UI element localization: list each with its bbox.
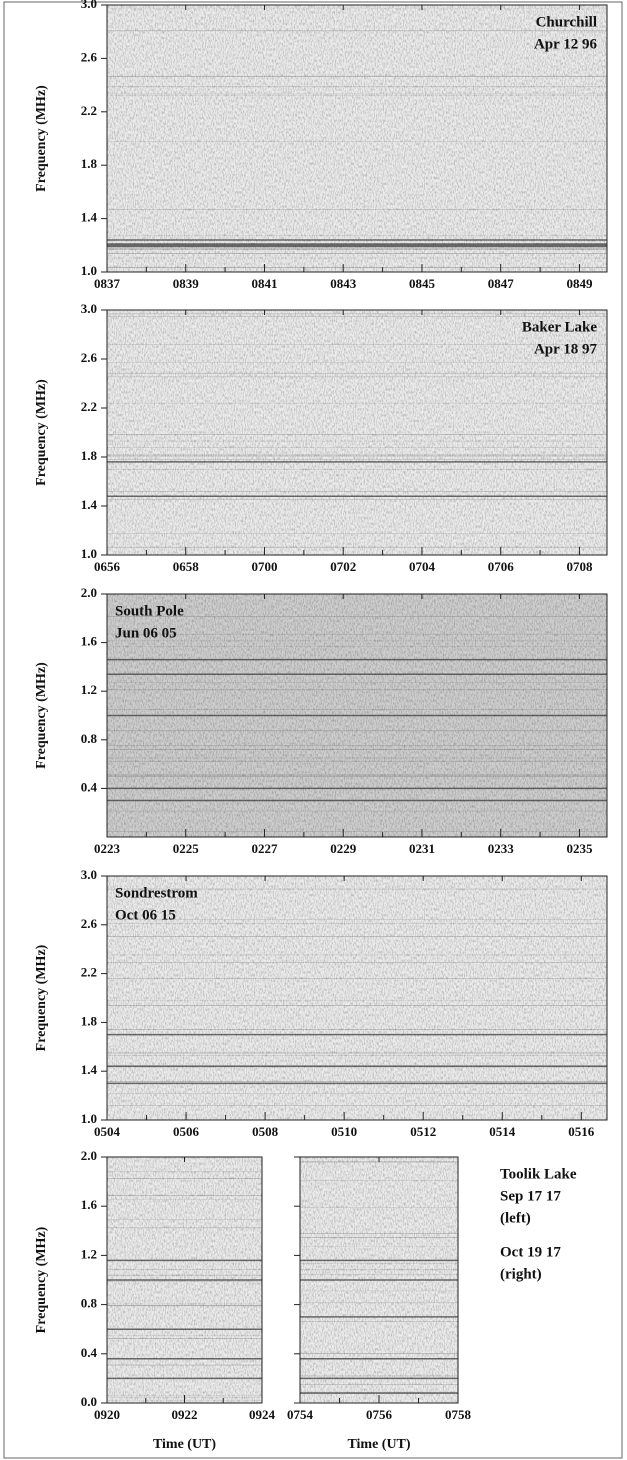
spectrogram bbox=[300, 1157, 458, 1403]
y-tick-label: 3.0 bbox=[81, 0, 97, 11]
annotation: (right) bbox=[500, 1266, 542, 1282]
x-axis-label: Time (UT) bbox=[153, 1437, 216, 1452]
y-tick-label: 2.2 bbox=[81, 965, 97, 980]
x-tick-label: 0920 bbox=[94, 1407, 120, 1422]
y-tick-label: 1.0 bbox=[81, 263, 97, 278]
x-tick-label: 0706 bbox=[488, 559, 515, 574]
annotation: Apr 18 97 bbox=[534, 341, 598, 357]
x-tick-label: 0235 bbox=[566, 841, 593, 856]
x-tick-label: 0700 bbox=[251, 559, 277, 574]
y-tick-label: 1.6 bbox=[81, 634, 98, 649]
y-tick-label: 0.4 bbox=[81, 779, 98, 794]
y-axis-label: Frequency (MHz) bbox=[34, 944, 49, 1051]
x-tick-label: 0837 bbox=[94, 276, 121, 291]
y-tick-label: 2.6 bbox=[81, 350, 98, 365]
x-tick-label: 0231 bbox=[409, 841, 435, 856]
annotation: Toolik Lake bbox=[500, 1166, 577, 1182]
spectrogram bbox=[107, 594, 607, 837]
x-tick-label: 0849 bbox=[566, 276, 593, 291]
y-tick-label: 1.0 bbox=[81, 546, 97, 561]
y-tick-label: 1.8 bbox=[81, 156, 98, 171]
plot-frame bbox=[106, 593, 608, 838]
annotation: Jun 06 05 bbox=[115, 625, 177, 641]
x-axis-label: Time (UT) bbox=[347, 1437, 410, 1452]
x-tick-label: 0847 bbox=[488, 276, 515, 291]
y-axis-label: Frequency (MHz) bbox=[34, 1226, 49, 1333]
x-tick-label: 0233 bbox=[488, 841, 515, 856]
y-tick-label: 1.2 bbox=[81, 1246, 97, 1261]
x-tick-label: 0229 bbox=[330, 841, 357, 856]
y-tick-label: 1.8 bbox=[81, 1013, 98, 1028]
annotation: Oct 06 15 bbox=[115, 907, 176, 923]
y-tick-label: 2.6 bbox=[81, 916, 98, 931]
x-tick-label: 0658 bbox=[173, 559, 200, 574]
x-tick-label: 0924 bbox=[249, 1407, 276, 1422]
x-tick-label: 0504 bbox=[94, 1124, 121, 1139]
y-tick-label: 0.8 bbox=[81, 731, 98, 746]
y-tick-label: 1.6 bbox=[81, 1197, 98, 1212]
x-tick-label: 0225 bbox=[173, 841, 200, 856]
y-tick-label: 1.8 bbox=[81, 448, 98, 463]
y-tick-label: 1.4 bbox=[81, 497, 98, 512]
spectrogram bbox=[107, 876, 607, 1120]
x-tick-label: 0845 bbox=[409, 276, 436, 291]
y-tick-label: 0.0 bbox=[81, 1394, 97, 1409]
x-tick-label: 0223 bbox=[94, 841, 121, 856]
y-tick-label: 2.0 bbox=[81, 585, 97, 600]
spectrogram bbox=[107, 1157, 262, 1403]
y-tick-label: 2.0 bbox=[81, 1148, 97, 1163]
y-tick-label: 3.0 bbox=[81, 301, 97, 316]
x-tick-label: 0702 bbox=[330, 559, 356, 574]
annotation: Oct 19 17 bbox=[500, 1244, 561, 1260]
x-tick-label: 0508 bbox=[252, 1124, 279, 1139]
y-tick-label: 2.2 bbox=[81, 103, 97, 118]
y-tick-label: 2.2 bbox=[81, 399, 97, 414]
x-tick-label: 0843 bbox=[330, 276, 357, 291]
x-tick-label: 0758 bbox=[445, 1407, 472, 1422]
y-tick-label: 1.4 bbox=[81, 210, 98, 225]
annotation: Churchill bbox=[536, 14, 597, 30]
x-tick-label: 0516 bbox=[568, 1124, 595, 1139]
plot-frame bbox=[106, 4, 608, 273]
x-tick-label: 0756 bbox=[366, 1407, 393, 1422]
x-tick-label: 0514 bbox=[489, 1124, 516, 1139]
plot-frame bbox=[106, 309, 608, 556]
x-tick-label: 0227 bbox=[251, 841, 278, 856]
y-axis-label: Frequency (MHz) bbox=[34, 662, 49, 769]
x-tick-label: 0708 bbox=[566, 559, 593, 574]
x-tick-label: 0510 bbox=[331, 1124, 357, 1139]
x-tick-label: 0839 bbox=[173, 276, 200, 291]
y-tick-label: 0.8 bbox=[81, 1296, 98, 1311]
x-tick-label: 0841 bbox=[251, 276, 277, 291]
y-tick-label: 1.2 bbox=[81, 682, 97, 697]
x-tick-label: 0704 bbox=[409, 559, 436, 574]
x-tick-label: 0506 bbox=[173, 1124, 200, 1139]
y-tick-label: 2.6 bbox=[81, 49, 98, 64]
x-tick-label: 0656 bbox=[94, 559, 121, 574]
figure-border bbox=[3, 1, 623, 1459]
annotation: (left) bbox=[500, 1210, 531, 1226]
annotation: Apr 12 96 bbox=[534, 36, 598, 52]
annotation: Sep 17 17 bbox=[500, 1188, 561, 1204]
y-tick-label: 1.4 bbox=[81, 1062, 98, 1077]
y-tick-label: 1.0 bbox=[81, 1111, 97, 1126]
plot-frame bbox=[106, 875, 608, 1121]
x-tick-label: 0512 bbox=[410, 1124, 436, 1139]
annotation: South Pole bbox=[115, 603, 184, 619]
y-tick-label: 0.4 bbox=[81, 1345, 98, 1360]
x-tick-label: 0922 bbox=[172, 1407, 198, 1422]
spectrogram bbox=[107, 310, 607, 555]
y-tick-label: 3.0 bbox=[81, 867, 97, 882]
annotation: Sondrestrom bbox=[115, 885, 198, 901]
x-tick-label: 0754 bbox=[287, 1407, 314, 1422]
y-axis-label: Frequency (MHz) bbox=[34, 85, 49, 192]
annotation: Baker Lake bbox=[522, 319, 597, 335]
spectrogram bbox=[107, 5, 607, 272]
y-axis-label: Frequency (MHz) bbox=[34, 379, 49, 486]
